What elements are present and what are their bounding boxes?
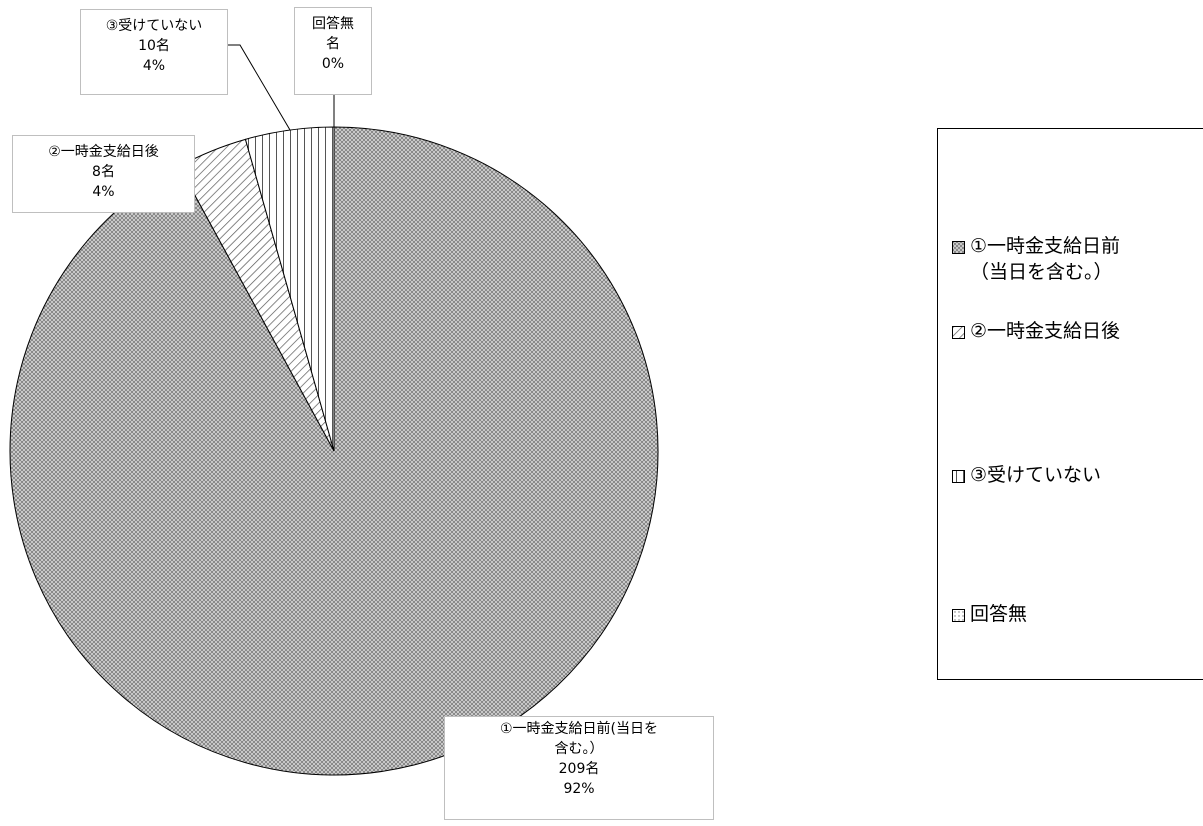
legend-label-4: 回答無	[970, 603, 1028, 625]
leader-line-slice-3	[228, 44, 291, 131]
slice-3-percent: 4%	[142, 58, 166, 74]
data-label-slice-4: 回答無 名 0%	[294, 7, 372, 95]
legend-item-2[interactable]: ②一時金支給日後	[952, 318, 1120, 344]
slice-1-label-line1: ①一時金支給日前(当日を	[499, 721, 658, 737]
legend-item-4[interactable]: 回答無	[952, 601, 1027, 627]
data-label-slice-2: ②一時金支給日後 8名 4%	[12, 135, 195, 213]
data-label-slice-1: ①一時金支給日前(当日を 含む。） 209名 92%	[444, 716, 714, 820]
legend-swatch-4	[952, 609, 965, 622]
legend-label-2: ②一時金支給日後	[970, 320, 1121, 342]
legend-label-3: ③受けていない	[970, 464, 1102, 486]
slice-3-label: ③受けていない	[105, 18, 203, 34]
slice-1-label-line2: 含む。）	[554, 741, 604, 757]
slice-3-count: 10名	[138, 38, 170, 54]
slice-1-count: 209名	[558, 761, 600, 777]
legend-swatch-3	[952, 470, 965, 483]
legend-swatch-2	[952, 326, 965, 339]
data-label-slice-3: ③受けていない 10名 4%	[80, 9, 228, 95]
slice-2-percent: 4%	[92, 184, 115, 200]
slice-4-count: 名	[326, 36, 340, 52]
slice-4-label: 回答無	[312, 16, 354, 32]
legend-swatch-1	[952, 241, 965, 254]
legend-label-1: ①一時金支給日前 （当日を含む。）	[970, 235, 1121, 283]
slice-2-count: 8名	[92, 164, 115, 180]
slice-4-percent: 0%	[321, 56, 345, 72]
slice-1-percent: 92%	[563, 781, 595, 797]
chart-legend: ①一時金支給日前 （当日を含む。） ②一時金支給日後 ③受けていない 回答無	[937, 128, 1203, 680]
slice-2-label: ②一時金支給日後	[48, 144, 159, 160]
legend-item-1[interactable]: ①一時金支給日前 （当日を含む。）	[952, 233, 1120, 285]
legend-item-3[interactable]: ③受けていない	[952, 462, 1101, 488]
